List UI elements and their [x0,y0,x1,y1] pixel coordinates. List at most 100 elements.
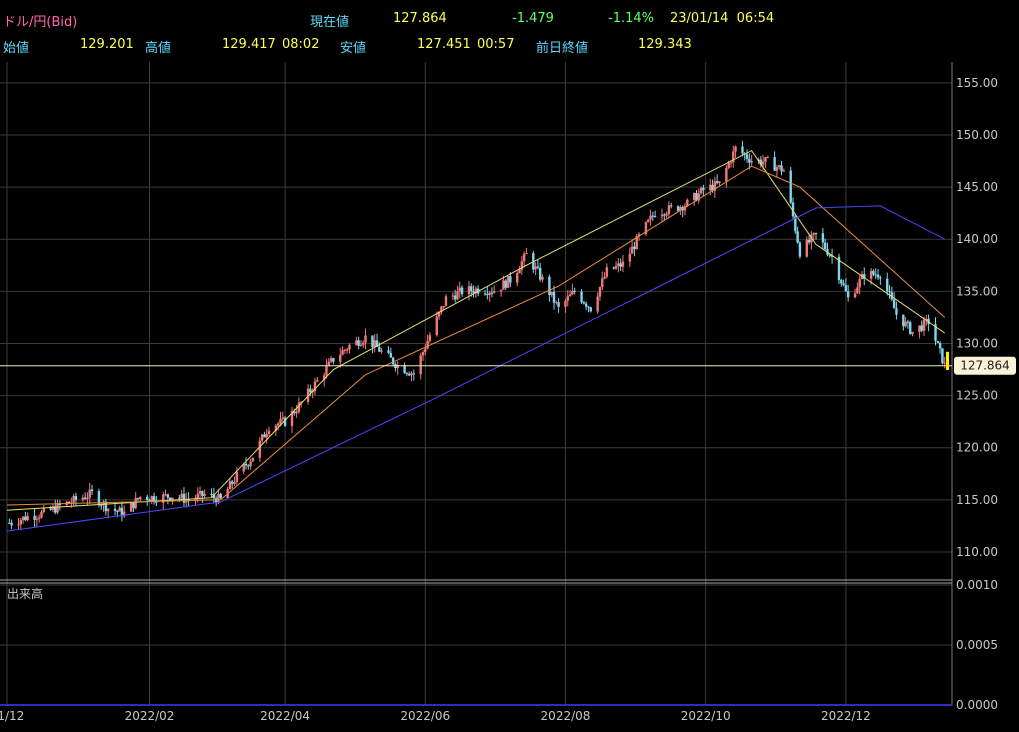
candle-up [316,379,319,382]
candle-up [362,342,365,345]
candle-up [380,350,383,352]
candle-up [628,253,632,262]
candle-down [219,493,222,498]
candle-down [619,263,622,267]
candle-down [120,507,124,517]
candle-down [67,501,71,504]
candle-up [729,162,733,164]
candle-down [283,417,287,426]
price-change-percent: -1.14% [608,11,654,26]
candle-down [587,306,590,308]
symbol-title: ドル/円(Bid) [3,15,78,30]
candle-up [339,354,342,362]
candle-down [97,490,101,505]
candle-up [603,276,606,279]
candle-up [359,344,363,346]
candle-up [564,300,567,307]
candle-down [152,496,156,502]
candle-down [840,279,843,284]
x-tick-label: 21/12 [0,709,24,723]
candle-up [727,162,730,168]
moving-average-lines [6,149,946,532]
candle-up [129,502,133,512]
candle-up [235,471,239,483]
candle-down [676,206,680,211]
x-tick-label: 2022/06 [400,709,450,723]
candle-up [451,295,455,297]
candle-up [217,493,220,504]
candle-down [155,501,158,503]
candle-up [364,335,367,343]
candle-down [874,274,877,276]
candle-down [711,184,714,191]
candle-up [488,292,491,296]
candle-up [134,498,137,509]
candle-up [734,146,737,152]
candle-down [773,157,776,171]
candle-up [276,423,280,426]
candle-up [198,490,202,494]
candle-up [732,151,735,163]
volume-tick-label: 0.0000 [956,698,998,712]
candle-up [106,508,110,512]
quote-datetime: 23/01/14 06:54 [670,11,775,26]
candle-up [444,296,448,307]
candle-up [853,293,857,298]
candle-up [373,340,376,347]
candle-up [428,335,432,342]
x-tick-label: 2022/12 [821,709,871,723]
candle-down [902,314,905,327]
candle-up [437,311,441,317]
candle-up [614,265,618,269]
candle-up [343,349,347,351]
candle-down [582,302,586,304]
candle-down [104,501,108,512]
candle-up [925,318,928,320]
candle-down [633,246,636,250]
candle-up [410,373,413,376]
candle-down [653,215,657,217]
candle-up [692,193,696,200]
candle-up [686,199,689,207]
x-tick-label: 2022/04 [260,709,310,723]
candle-up [164,494,167,496]
candle-down [405,373,409,375]
candle-up [750,160,753,163]
candle-up [258,440,262,458]
candle-down [842,283,845,286]
candle-down [309,388,312,393]
candle-down [552,291,556,303]
candle-up [458,287,461,292]
candle-down [663,214,666,216]
candle-up [348,344,351,350]
candle-up [260,434,264,441]
candle-up [42,508,45,513]
candle-down [509,276,512,283]
candle-up [699,187,703,194]
candle-down [821,233,825,243]
candle-down [584,303,588,307]
candle-down [612,267,615,269]
candle-up [506,276,510,288]
current-price-tag-label: 127.864 [960,359,1010,373]
candle-down [403,365,406,374]
candle-down [460,287,464,295]
candle-up [713,181,717,191]
candle-down [33,515,36,520]
candle-up [474,288,478,294]
candle-down [557,302,560,307]
high-label: 高値 [145,41,172,56]
candle-down [83,497,87,499]
candle-up [778,165,781,168]
candle-up [534,266,537,270]
candle-up [709,184,712,191]
latest-candle-marker [946,351,949,371]
candle-down [504,280,507,288]
candle-down [49,508,52,510]
candle-up [329,358,333,362]
candle-up [550,291,553,295]
candle-down [412,373,415,375]
candle-down [132,502,135,509]
candle-up [295,411,298,414]
